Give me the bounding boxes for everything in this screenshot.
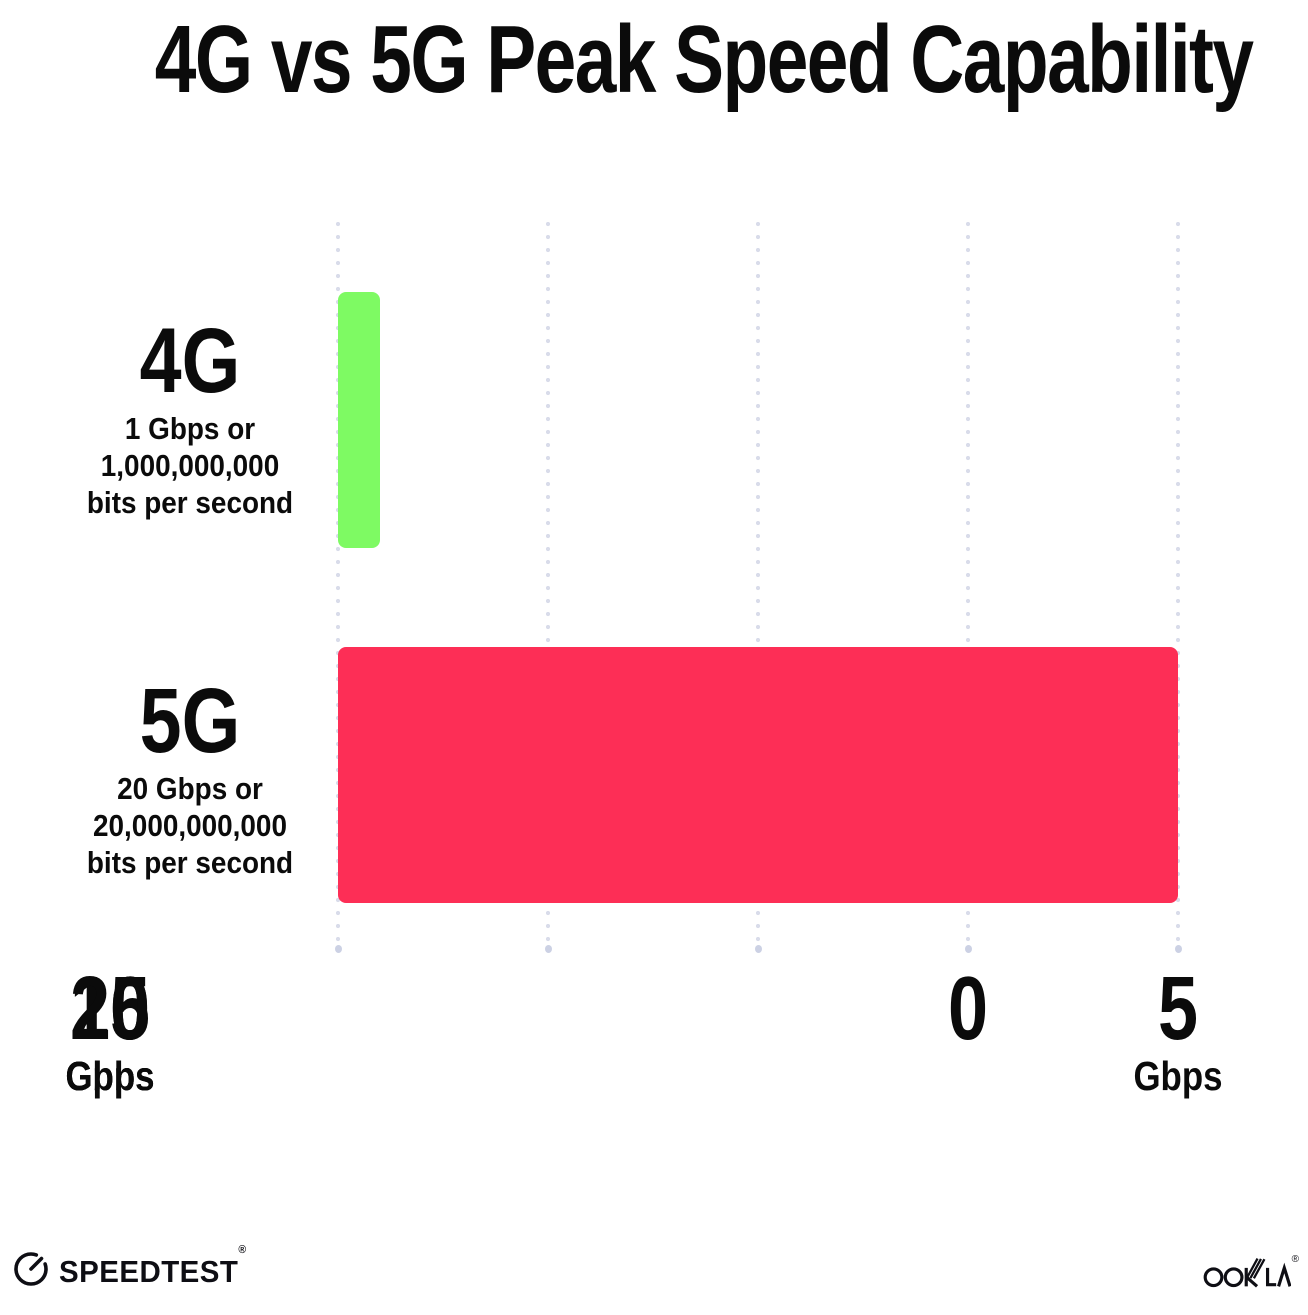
x-tick-20: 20 Gbps: [0, 959, 220, 1099]
sublabel-line: 20,000,000,000: [93, 808, 287, 843]
x-tick-unit: Gbps: [1133, 1053, 1223, 1099]
speedtest-logo: SPEEDTEST®: [12, 1244, 256, 1293]
x-tick-unit: Gpbs: [65, 1053, 155, 1099]
category-name-5g: 5G: [139, 670, 241, 772]
sublabel-line: 1,000,000,000: [100, 448, 280, 483]
speedtest-registered-mark: ®: [238, 1243, 247, 1256]
ookla-registered-mark: ®: [1291, 1254, 1299, 1265]
x-tick-5: 5 Gbps: [1068, 959, 1288, 1099]
x-tick-10: 10 Gpbs: [0, 959, 220, 1099]
x-tick-0: 0: [858, 959, 1078, 1059]
x-tick-unit: Gbps: [65, 1053, 155, 1099]
speedtest-wordmark-text: SPEEDTEST: [59, 1253, 239, 1289]
plot-area: [334, 222, 1182, 955]
speedtest-gauge-icon: [12, 1250, 50, 1293]
ookla-logo: ®: [1203, 1254, 1299, 1295]
x-tick-value: 20: [69, 959, 151, 1059]
ookla-wordmark-icon: [1203, 1254, 1292, 1295]
gridline-0: [334, 222, 342, 953]
sublabel-line: bits per second: [86, 845, 294, 880]
bar-4g: [338, 292, 380, 548]
category-name-4g: 4G: [139, 310, 241, 412]
sublabel-line: 1 Gbps or: [124, 411, 256, 446]
gridline-10: [754, 222, 762, 953]
category-label-5g: 5G 20 Gbps or 20,000,000,000 bits per se…: [30, 670, 350, 881]
x-tick-unit: Gbps: [65, 1053, 155, 1099]
category-sublabel-5g: 20 Gbps or 20,000,000,000 bits per secon…: [46, 770, 334, 881]
sublabel-line: 20 Gbps or: [117, 771, 263, 806]
x-tick-15: 15 Gbps: [0, 959, 220, 1099]
bar-5g: [338, 647, 1178, 903]
category-label-4g: 4G 1 Gbps or 1,000,000,000 bits per seco…: [30, 310, 350, 521]
chart-title: 4G vs 5G Peak Speed Capability: [0, 10, 1308, 110]
gridline-5: [544, 222, 552, 953]
x-tick-value: 15: [69, 959, 151, 1059]
x-tick-value: 0: [947, 959, 989, 1059]
gridline-20: [1174, 222, 1182, 953]
x-tick-value: 10: [69, 959, 151, 1059]
category-sublabel-4g: 1 Gbps or 1,000,000,000 bits per second: [46, 410, 334, 521]
sublabel-line: bits per second: [86, 485, 294, 520]
gridline-15: [964, 222, 972, 953]
x-tick-value: 5: [1157, 959, 1199, 1059]
speedtest-wordmark: SPEEDTEST®: [59, 1244, 247, 1290]
chart-title-text: 4G vs 5G Peak Speed Capability: [154, 6, 1254, 113]
